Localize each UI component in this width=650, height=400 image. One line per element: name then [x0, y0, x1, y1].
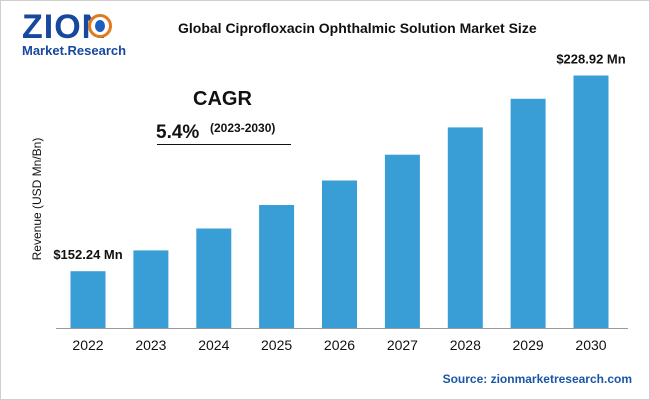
data-label-2030: $228.92 Mn — [556, 52, 625, 67]
x-tick-label: 2023 — [135, 337, 166, 353]
x-tick-label: 2028 — [450, 337, 481, 353]
x-tick-label: 2027 — [387, 337, 418, 353]
data-label-2022: $152.24 Mn — [53, 247, 122, 262]
x-tick-label: 2025 — [261, 337, 292, 353]
bar-2029 — [510, 98, 546, 328]
cagr-period: (2023-2030) — [210, 121, 276, 135]
x-tick-label: 2022 — [72, 337, 103, 353]
source-credit: Source: zionmarketresearch.com — [442, 372, 632, 386]
globe-icon — [88, 14, 112, 38]
bar-2023 — [133, 250, 169, 328]
bar-2025 — [259, 205, 295, 328]
bar-2026 — [322, 180, 357, 328]
x-tick-label: 2030 — [575, 337, 606, 353]
bar-2022 — [70, 271, 106, 328]
cagr-divider — [157, 144, 291, 145]
bar-2027 — [384, 154, 420, 328]
cagr-label: CAGR — [193, 88, 252, 110]
logo-subtitle: Market.Research — [22, 43, 127, 58]
x-tick-label: 2026 — [324, 337, 355, 353]
x-tick-label: 2024 — [198, 337, 229, 353]
bar-2030 — [573, 75, 609, 328]
bar-2024 — [196, 228, 232, 328]
x-tick-label: 2029 — [513, 337, 544, 353]
cagr-value: 5.4% — [156, 122, 200, 143]
bar-2028 — [447, 127, 483, 329]
zion-logo: ZION Market.Research — [22, 10, 132, 60]
chart-title: Global Ciprofloxacin Ophthalmic Solution… — [178, 20, 537, 36]
